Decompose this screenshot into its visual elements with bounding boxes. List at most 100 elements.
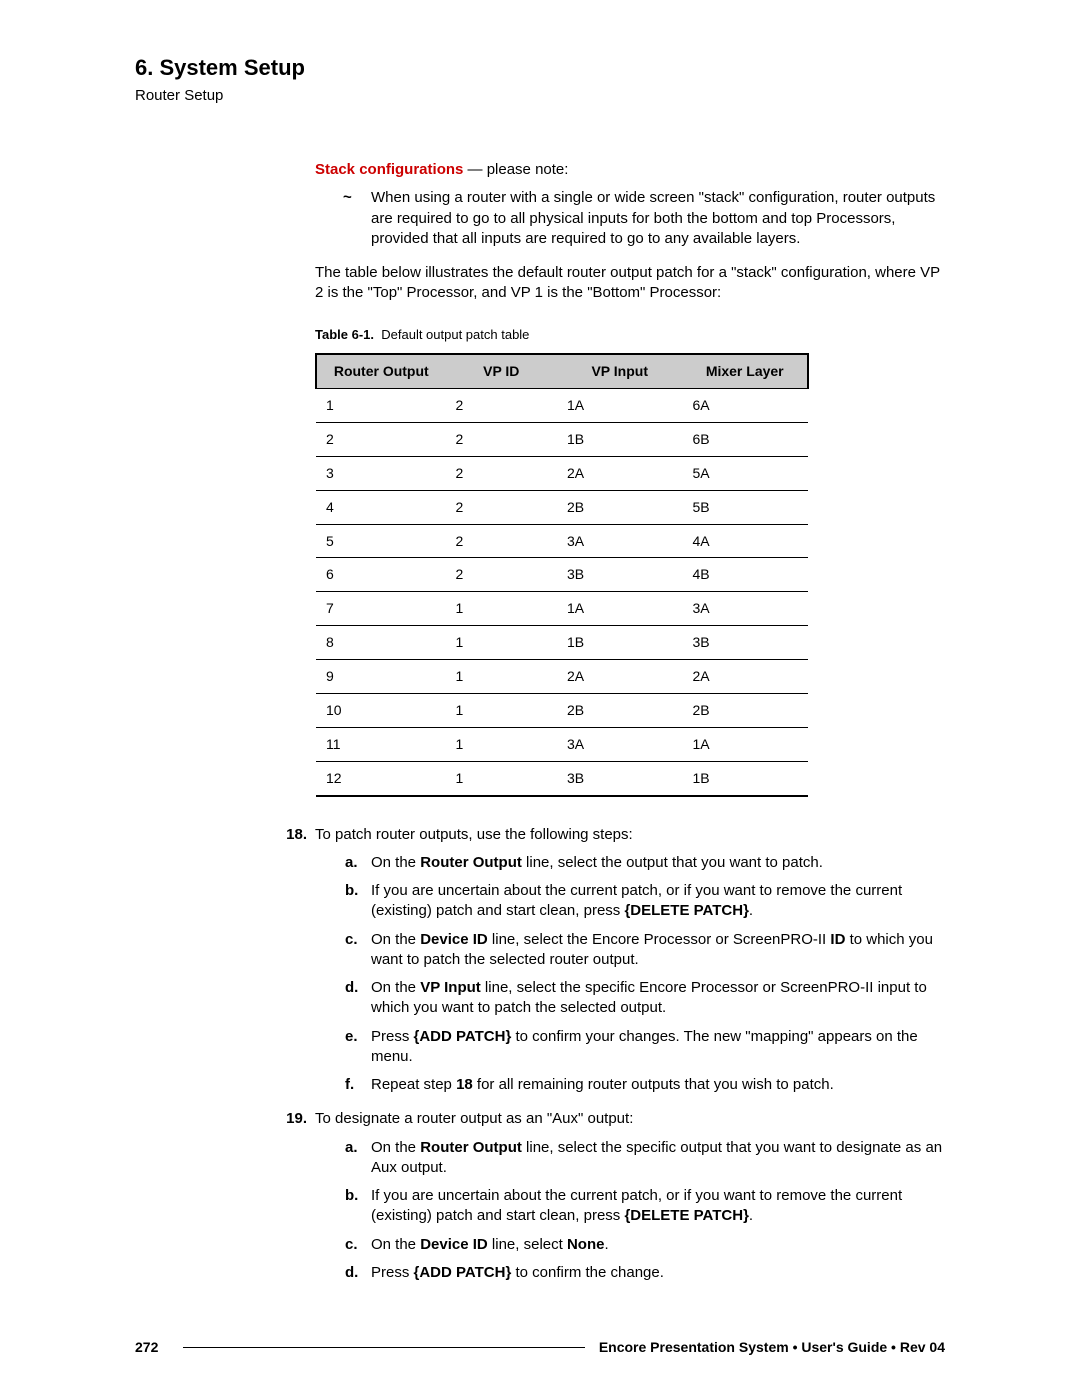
table-row: 623B4B: [316, 558, 808, 592]
table-cell: 2A: [682, 660, 808, 694]
step-18a: a. On the Router Output line, select the…: [345, 853, 945, 873]
table-cell: 11: [316, 727, 446, 761]
sub-label: a.: [345, 1138, 371, 1179]
step-19: 19. To designate a router output as an "…: [279, 1109, 945, 1289]
table-cell: 1: [446, 761, 557, 795]
footer-rule: [183, 1347, 585, 1348]
t: VP Input: [420, 979, 481, 996]
step-18-number: 18.: [279, 825, 315, 1102]
table-cell: 1: [446, 693, 557, 727]
table-cell: 1: [446, 660, 557, 694]
step-19-number: 19.: [279, 1109, 315, 1289]
table-row: 811B3B: [316, 626, 808, 660]
t: .: [749, 1207, 753, 1224]
t: {DELETE PATCH}: [624, 902, 748, 919]
table-cell: 6A: [682, 388, 808, 422]
t: On the: [371, 979, 420, 996]
table-cell: 4A: [682, 524, 808, 558]
t: On the: [371, 1139, 420, 1156]
table-row: 1113A1A: [316, 727, 808, 761]
stack-config-label: Stack configurations: [315, 161, 463, 178]
table-cell: 3B: [557, 558, 682, 592]
table-cell: 1: [316, 388, 446, 422]
step-18d: d. On the VP Input line, select the spec…: [345, 978, 945, 1019]
table-row: 912A2A: [316, 660, 808, 694]
step-18-text: To patch router outputs, use the followi…: [315, 825, 945, 845]
t: Router Output: [420, 1139, 522, 1156]
intro-paragraph: The table below illustrates the default …: [315, 263, 945, 304]
stack-config-suffix: — please note:: [463, 161, 568, 178]
sub-label: d.: [345, 1263, 371, 1283]
t: ID: [830, 931, 845, 948]
table-row: 121A6A: [316, 388, 808, 422]
table-caption: Table 6-1. Default output patch table: [315, 326, 945, 344]
stack-bullet-text: When using a router with a single or wid…: [371, 188, 945, 249]
table-cell: 2B: [557, 693, 682, 727]
table-cell: 3A: [557, 524, 682, 558]
step-18f: f. Repeat step 18 for all remaining rout…: [345, 1075, 945, 1095]
sub-label: c.: [345, 1235, 371, 1255]
t: .: [604, 1236, 608, 1253]
table-header: Mixer Layer: [682, 354, 808, 388]
table-row: 711A3A: [316, 592, 808, 626]
t: Device ID: [420, 1236, 488, 1253]
table-cell: 3B: [682, 626, 808, 660]
sub-label: d.: [345, 978, 371, 1019]
sub-label: e.: [345, 1027, 371, 1068]
table-cell: 9: [316, 660, 446, 694]
step-19-text: To designate a router output as an "Aux"…: [315, 1109, 945, 1129]
table-cell: 2: [446, 558, 557, 592]
table-cell: 4: [316, 490, 446, 524]
table-cell: 2: [446, 490, 557, 524]
table-cell: 1B: [682, 761, 808, 795]
t: On the: [371, 854, 420, 871]
tilde-icon: ~: [343, 188, 371, 249]
step-18c: c. On the Device ID line, select the Enc…: [345, 930, 945, 971]
step-18: 18. To patch router outputs, use the fol…: [279, 825, 945, 1102]
footer-text: Encore Presentation System • User's Guid…: [591, 1339, 945, 1355]
t: line, select the output that you want to…: [522, 854, 823, 871]
table-cell: 5B: [682, 490, 808, 524]
table-cell: 3B: [557, 761, 682, 795]
step-19d: d. Press {ADD PATCH} to confirm the chan…: [345, 1263, 945, 1283]
table-cell: 2: [446, 388, 557, 422]
table-caption-label: Table 6-1.: [315, 327, 374, 342]
t: {ADD PATCH}: [414, 1028, 512, 1045]
t: On the: [371, 931, 420, 948]
table-cell: 5: [316, 524, 446, 558]
table-row: 221B6B: [316, 422, 808, 456]
table-cell: 3A: [557, 727, 682, 761]
t: {DELETE PATCH}: [624, 1207, 748, 1224]
t: None: [567, 1236, 605, 1253]
t: Device ID: [420, 931, 488, 948]
table-cell: 10: [316, 693, 446, 727]
chapter-title: 6. System Setup: [135, 55, 945, 81]
table-cell: 1B: [557, 422, 682, 456]
sub-label: b.: [345, 1186, 371, 1227]
t: line, select: [488, 1236, 567, 1253]
step-18b: b. If you are uncertain about the curren…: [345, 881, 945, 922]
table-cell: 2: [446, 456, 557, 490]
t: Press: [371, 1028, 414, 1045]
table-cell: 6B: [682, 422, 808, 456]
t: line, select the Encore Processor or Scr…: [488, 931, 831, 948]
t: Press: [371, 1264, 414, 1281]
table-cell: 2A: [557, 456, 682, 490]
section-subtitle: Router Setup: [135, 87, 945, 104]
table-cell: 1: [446, 626, 557, 660]
patch-table: Router OutputVP IDVP InputMixer Layer 12…: [315, 353, 809, 797]
sub-label: b.: [345, 881, 371, 922]
table-row: 422B5B: [316, 490, 808, 524]
table-row: 1213B1B: [316, 761, 808, 795]
step-19b: b. If you are uncertain about the curren…: [345, 1186, 945, 1227]
table-cell: 8: [316, 626, 446, 660]
sub-label: c.: [345, 930, 371, 971]
table-cell: 2B: [682, 693, 808, 727]
table-row: 1012B2B: [316, 693, 808, 727]
table-cell: 2: [446, 422, 557, 456]
table-cell: 1A: [557, 388, 682, 422]
table-cell: 1: [446, 592, 557, 626]
table-cell: 2B: [557, 490, 682, 524]
step-19a: a. On the Router Output line, select the…: [345, 1138, 945, 1179]
table-cell: 3: [316, 456, 446, 490]
